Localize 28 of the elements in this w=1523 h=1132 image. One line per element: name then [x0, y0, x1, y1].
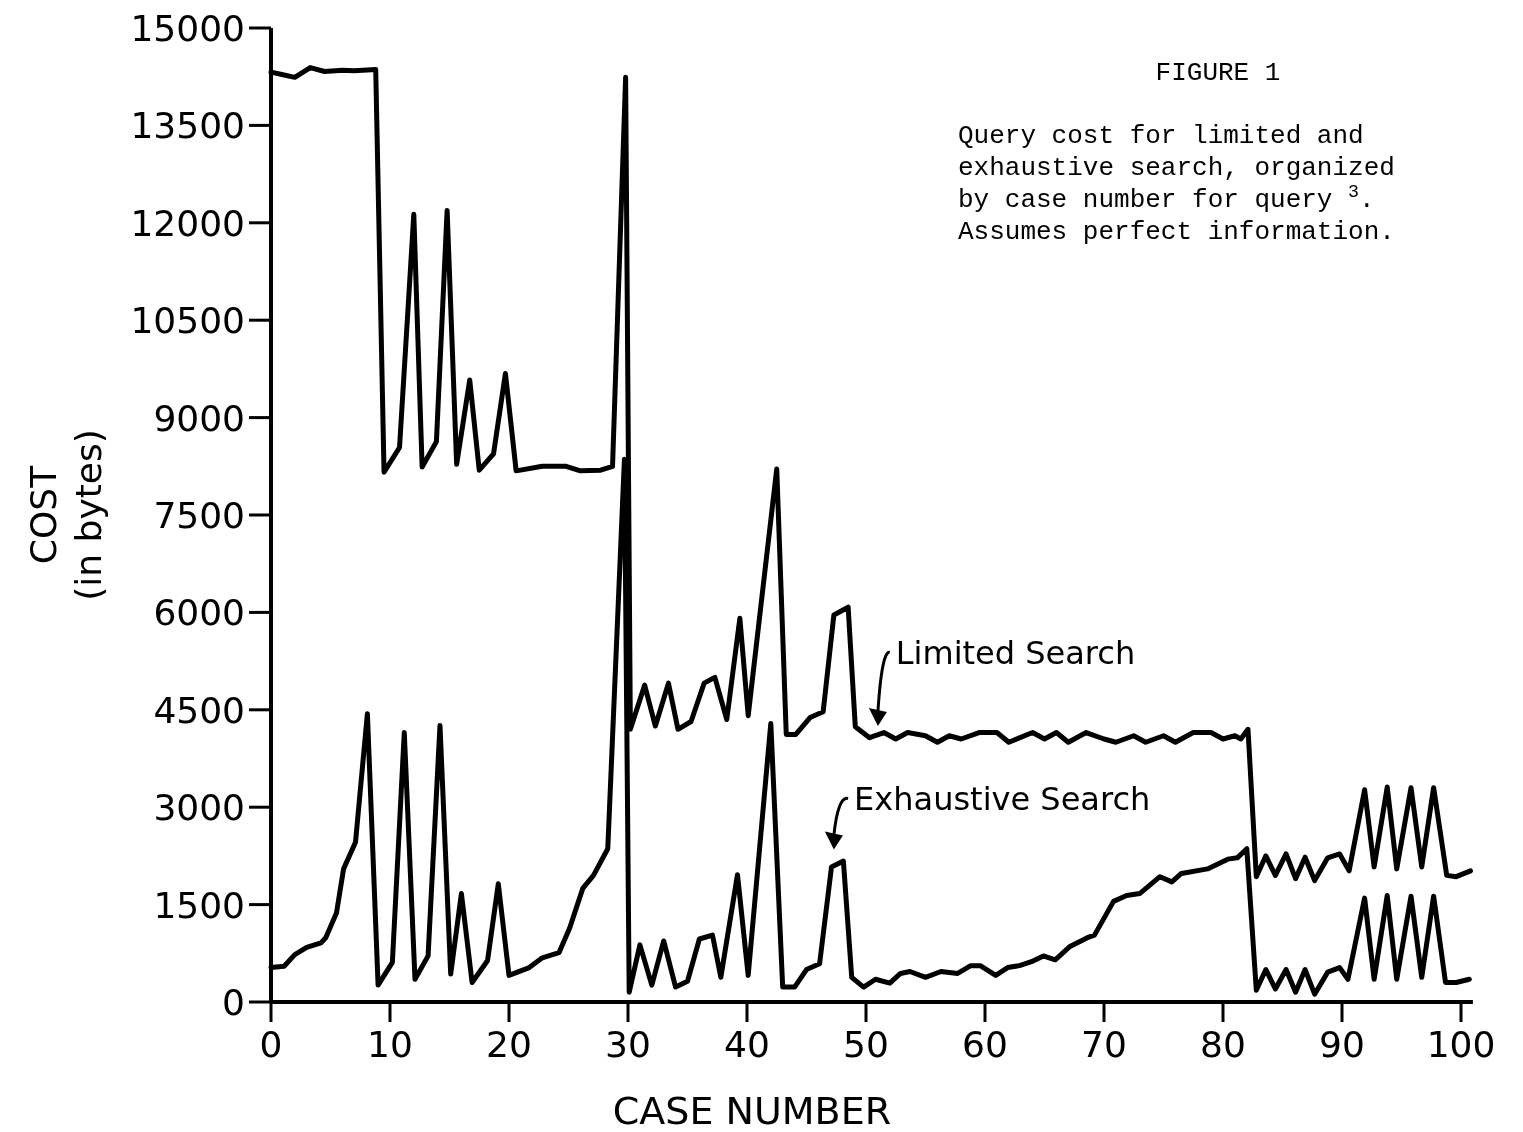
legend-label: Exhaustive Search — [854, 780, 1151, 819]
x-axis-title: CASE NUMBER — [612, 1089, 892, 1132]
x-tick-label: 0 — [259, 1024, 283, 1065]
x-tick-label: 60 — [962, 1024, 1008, 1065]
y-tick-label: 4500 — [153, 689, 245, 731]
x-tick-label: 30 — [605, 1024, 651, 1065]
x-tick-label: 100 — [1426, 1024, 1496, 1065]
y-tick-label: 6000 — [153, 592, 245, 634]
y-tick-label: 7500 — [153, 494, 245, 536]
x-tick-label: 20 — [486, 1024, 532, 1065]
y-tick-label: 13500 — [130, 105, 245, 147]
y-tick-label: 15000 — [130, 7, 245, 49]
y-tick-label: 3000 — [153, 787, 245, 829]
x-tick-label: 10 — [367, 1024, 413, 1065]
y-axis-title: COST (in bytes) — [23, 429, 109, 601]
x-tick-label: 90 — [1319, 1024, 1365, 1065]
y-tick-label: 12000 — [130, 202, 245, 244]
y-tick-label: 0 — [222, 981, 245, 1023]
series-label: Limited Search — [895, 634, 1136, 673]
y-tick-label: 1500 — [153, 884, 245, 926]
x-tick-label: 70 — [1081, 1024, 1127, 1065]
x-tick-label: 40 — [724, 1024, 770, 1065]
text: FIGURE 1 — [1155, 58, 1281, 88]
y-tick-label: 10500 — [130, 300, 245, 342]
x-tick-label: 50 — [843, 1024, 889, 1065]
text: Query cost for limited and exhaustive search, organized by case number for query $^{3}$. Assumes perfect information. — [958, 121, 1395, 247]
x-tick-label: 80 — [1200, 1024, 1246, 1065]
y-tick-label: 9000 — [153, 397, 245, 439]
